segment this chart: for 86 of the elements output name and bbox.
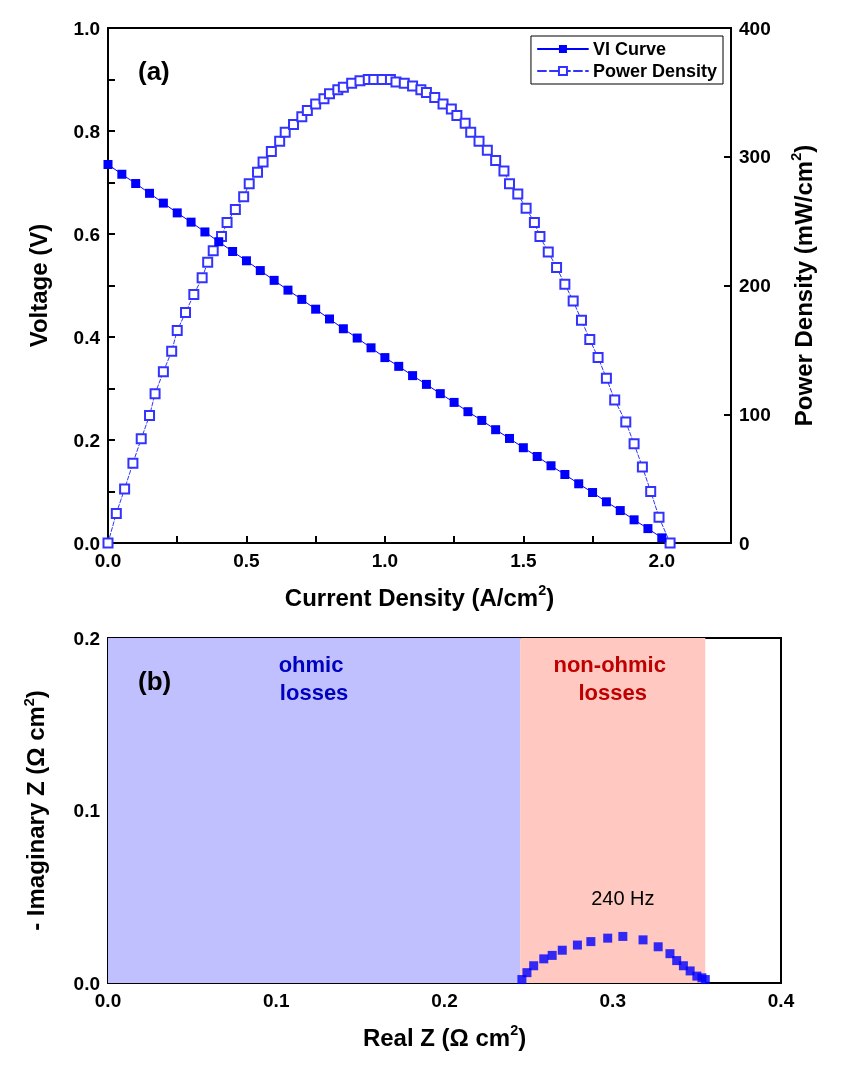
point [517, 975, 527, 985]
x-tick-label: 0.5 [233, 550, 261, 571]
point [366, 343, 376, 353]
point [131, 179, 141, 189]
x-tick-label: 0.2 [431, 990, 458, 1011]
point [283, 285, 293, 295]
point [241, 256, 251, 266]
point [352, 333, 362, 343]
point [394, 361, 404, 371]
point [228, 247, 238, 257]
y-tick-label: 0.1 [73, 800, 101, 821]
point [117, 169, 127, 179]
point [574, 479, 584, 489]
y2-tick-label: 400 [739, 17, 771, 39]
point [586, 937, 596, 947]
point [546, 461, 556, 471]
y2-tick-label: 100 [739, 403, 771, 425]
y-axis-title: Voltage (V) [24, 223, 52, 348]
y-tick-label: 0.4 [73, 326, 101, 348]
y-tick-label: 0.8 [73, 120, 100, 142]
point [491, 425, 501, 435]
point [615, 506, 625, 516]
point [145, 188, 155, 198]
legend-label: Power Density [592, 61, 718, 81]
point [638, 935, 648, 945]
text: (a) [138, 56, 170, 86]
point [529, 961, 539, 971]
point [560, 470, 570, 480]
y-tick-label: 0.6 [73, 223, 100, 245]
point [214, 237, 224, 247]
y-axis-title: - Imaginary Z (Ω cm2) [20, 690, 50, 931]
point [643, 524, 653, 534]
point [601, 497, 611, 507]
point [269, 275, 279, 285]
point [557, 945, 567, 955]
x-tick-label: 2.0 [648, 550, 675, 571]
point [380, 353, 390, 363]
point [297, 294, 307, 304]
point [522, 968, 532, 978]
point [435, 389, 445, 399]
y-tick-label: 0.2 [73, 429, 100, 451]
annotation: 240 Hz [591, 887, 655, 910]
x-tick-label: 0.1 [263, 990, 290, 1011]
x-tick-label: 0.4 [767, 990, 795, 1011]
y-tick-label: 0.2 [73, 627, 100, 649]
y2-tick-label: 0 [739, 532, 750, 554]
point [408, 371, 418, 381]
point [618, 931, 628, 941]
x-tick-label: 1.0 [371, 550, 399, 571]
point [477, 415, 487, 425]
point [518, 443, 528, 453]
point [678, 961, 688, 971]
point [532, 451, 542, 461]
point [504, 433, 514, 443]
y2-axis-title: Power Density (mW/cm2) [788, 144, 817, 427]
point [172, 208, 182, 218]
point [603, 933, 613, 943]
y2-tick-label: 200 [739, 275, 771, 296]
y2-tick-label: 300 [739, 146, 771, 168]
point [672, 956, 682, 966]
point [158, 198, 168, 208]
point [311, 304, 321, 314]
x-tick-label: 1.5 [510, 550, 537, 571]
point [629, 515, 639, 525]
y-tick-label: 1.0 [73, 17, 100, 39]
point [338, 324, 348, 334]
point [255, 266, 265, 276]
point [421, 379, 431, 389]
point [539, 954, 549, 964]
point [657, 533, 667, 543]
point [665, 949, 675, 959]
point [186, 217, 196, 227]
point [449, 397, 459, 407]
legend-label: VI Curve [592, 39, 666, 59]
point [103, 159, 113, 169]
point [325, 314, 335, 324]
point [653, 942, 663, 952]
text: (b) [138, 666, 172, 696]
point [547, 950, 557, 960]
x-tick-label: 0.3 [599, 990, 626, 1011]
point [572, 940, 582, 950]
band-label: ohmic losses [278, 651, 350, 705]
point [200, 227, 210, 237]
point [588, 488, 598, 498]
point [463, 407, 473, 417]
band-label: non-ohmic losses [553, 651, 673, 705]
